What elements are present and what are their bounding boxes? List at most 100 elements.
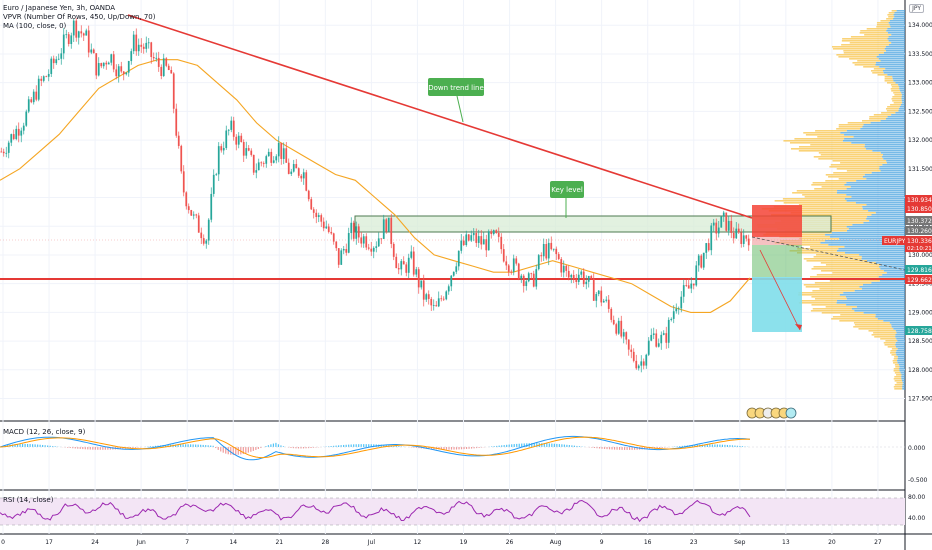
candle-body <box>525 281 528 287</box>
vp-bar-up <box>885 118 905 120</box>
candle-body <box>570 274 573 278</box>
candle-body <box>170 70 173 74</box>
vp-bar-down <box>869 116 888 118</box>
time-tick: 9 <box>600 539 604 546</box>
vp-bar-up <box>901 378 905 380</box>
vp-bar-down <box>790 148 867 150</box>
candle-body <box>167 65 170 71</box>
candle-body <box>567 270 570 278</box>
candle-body <box>527 273 530 282</box>
macd-bar <box>250 447 252 452</box>
vp-bar-down <box>887 106 900 108</box>
macd-bar <box>363 444 365 447</box>
macd-bar <box>355 444 357 447</box>
candle-body <box>260 162 263 164</box>
vp-bar-down <box>894 364 899 366</box>
time-tick: Jun <box>135 539 146 546</box>
macd-bar <box>292 447 295 449</box>
candle-body <box>717 227 720 234</box>
macd-bar <box>711 444 713 447</box>
vp-bar-up <box>898 364 905 366</box>
macd-bar <box>661 447 663 448</box>
candle-body <box>175 108 178 136</box>
candle-body <box>232 120 235 137</box>
stop-loss-zone[interactable] <box>752 205 802 237</box>
candle-body <box>395 256 398 269</box>
rsi-legend[interactable]: RSI (14, close) <box>3 496 54 504</box>
vp-bar-up <box>888 22 905 24</box>
macd-bar <box>518 443 520 447</box>
macd-bar <box>87 447 89 450</box>
vp-bar-down <box>884 80 894 82</box>
candle-body <box>267 151 270 157</box>
time-tick: 20 <box>828 539 836 546</box>
vp-bar-down <box>836 168 880 170</box>
vpvr-legend[interactable]: VPVR (Number Of Rows, 450, Up/Down, 70) <box>3 13 156 21</box>
macd-bar <box>185 444 187 447</box>
candle-body <box>382 219 385 239</box>
vp-bar-down <box>884 344 896 346</box>
ma-legend[interactable]: MA (100, close, 0) <box>3 22 67 30</box>
vp-bar-up <box>879 66 905 68</box>
macd-bar <box>503 445 505 447</box>
macd-bar <box>413 447 415 448</box>
vp-bar-down <box>841 44 889 46</box>
vp-bar-down <box>892 96 902 98</box>
key-callout[interactable]: Key level <box>550 181 584 218</box>
vp-bar-up <box>846 194 905 196</box>
macd-bar <box>719 444 721 447</box>
macd-bar <box>358 444 360 447</box>
candle-body <box>337 248 340 265</box>
candle-body <box>657 343 660 347</box>
candle-body <box>680 296 683 309</box>
macd-legend[interactable]: MACD (12, 26, close, 9) <box>3 428 86 436</box>
time-axis[interactable]: 0 17 24 Jun 7 14 21 28 Jul 12 19 26 Aug 9 16 23 Sep 13 20 2… <box>1 539 882 546</box>
macd-bar <box>395 445 397 447</box>
macd-bar <box>353 444 355 447</box>
vp-bar-down <box>859 32 888 34</box>
vp-bar-up <box>837 190 905 192</box>
macd-bar <box>252 447 254 451</box>
candle-body <box>295 164 298 169</box>
event-icons[interactable] <box>746 407 797 419</box>
vp-bar-up <box>863 124 905 126</box>
macd-bar <box>548 443 550 447</box>
vp-bar-up <box>895 342 905 344</box>
candle-body <box>590 276 593 279</box>
vp-bar-down <box>830 164 883 166</box>
currency-badge[interactable]: JPY <box>909 4 924 13</box>
symbol-legend[interactable]: Euro / Japanese Yen, 3h, OANDA <box>3 4 116 12</box>
candle-body <box>95 53 98 76</box>
target-zone[interactable] <box>752 277 802 332</box>
vp-bar-up <box>891 324 905 326</box>
candle-body <box>535 269 538 287</box>
candle-body <box>142 46 145 49</box>
candle-body <box>165 58 168 66</box>
event-icon[interactable] <box>785 407 797 419</box>
macd-bar <box>207 445 209 447</box>
candle-body <box>150 42 153 58</box>
macd-bar <box>107 447 109 450</box>
candle-body <box>190 210 193 216</box>
candle-body <box>22 125 25 131</box>
vp-bar-down <box>782 198 845 200</box>
vp-bar-down <box>832 48 885 50</box>
vp-bar-down <box>858 328 894 330</box>
down-trend-line[interactable] <box>127 14 753 219</box>
time-tick: 12 <box>414 539 422 546</box>
vp-bar-down <box>803 284 863 286</box>
candle-body <box>280 142 283 159</box>
candle-body <box>97 63 100 76</box>
vp-bar-down <box>885 108 899 110</box>
vp-bar-down <box>890 104 901 106</box>
trend-callout[interactable]: Down trend line <box>428 78 484 123</box>
vp-bar-down <box>812 182 847 184</box>
vp-bar-up <box>901 100 905 102</box>
macd-bar <box>455 447 458 450</box>
candle-body <box>732 232 735 239</box>
candle-body <box>257 162 260 171</box>
vp-bar-down <box>805 134 845 136</box>
vp-bar-up <box>863 312 905 314</box>
vp-bar-down <box>811 268 881 270</box>
